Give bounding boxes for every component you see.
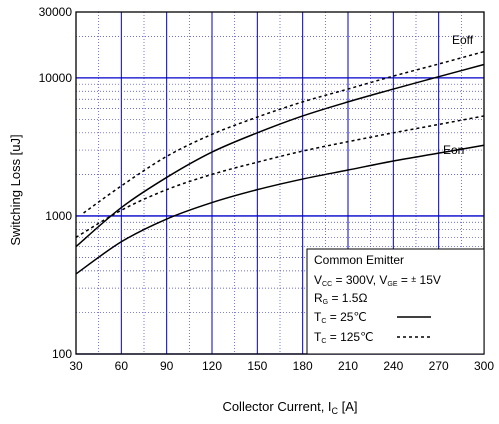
legend-title: Common Emitter — [314, 253, 404, 267]
curve-eoff-25c — [75, 63, 485, 248]
y-tick-label: 30000 — [39, 5, 73, 19]
legend-line-rg: RG = 1.5Ω — [314, 291, 367, 306]
x-tick-label: 180 — [293, 359, 313, 373]
legend-line-tc125: TC = 125℃ — [314, 330, 374, 345]
x-tick-label: 270 — [429, 359, 449, 373]
x-tick-label: 120 — [202, 359, 222, 373]
plot-frame — [75, 11, 485, 355]
x-tick-label: 240 — [383, 359, 403, 373]
x-tick-label: 210 — [338, 359, 358, 373]
x-tick-label: 90 — [160, 359, 174, 373]
x-tick-label: 30 — [69, 359, 83, 373]
eoff-curve-label: Eoff — [452, 33, 474, 47]
legend-line-tc25: TC = 25℃ — [314, 310, 367, 325]
x-tick-label: 300 — [474, 359, 494, 373]
y-tick-label: 100 — [52, 347, 72, 361]
x-tick-label: 150 — [247, 359, 267, 373]
y-axis-label: Switching Loss [uJ] — [8, 134, 23, 245]
curve-eon-125c — [75, 115, 485, 238]
x-tick-label: 60 — [115, 359, 129, 373]
x-axis-label-unit: [A] — [338, 399, 358, 414]
tick-labels: 30 60 90 120 150 180 210 240 270 300 100 1000 10000 3… — [39, 5, 495, 373]
x-axis-label-sub: C — [332, 406, 339, 416]
x-axis-label-main: Collector Current, I — [222, 399, 331, 414]
legend-line-vcc-vge: VCC = 300V, VGE = ± 15V — [314, 273, 441, 288]
curves — [75, 50, 485, 275]
legend: Common Emitter VCC = 300V, VGE = ± 15V R… — [306, 248, 485, 355]
curve-eon-25c — [75, 144, 485, 275]
eon-curve-label: Eon — [443, 143, 464, 157]
x-axis-label: Collector Current, IC [A] — [222, 399, 357, 416]
curve-eoff-125c — [83, 50, 485, 214]
y-tick-label: 10000 — [39, 71, 73, 85]
legend-box — [306, 248, 485, 355]
y-tick-label: 1000 — [45, 209, 72, 223]
